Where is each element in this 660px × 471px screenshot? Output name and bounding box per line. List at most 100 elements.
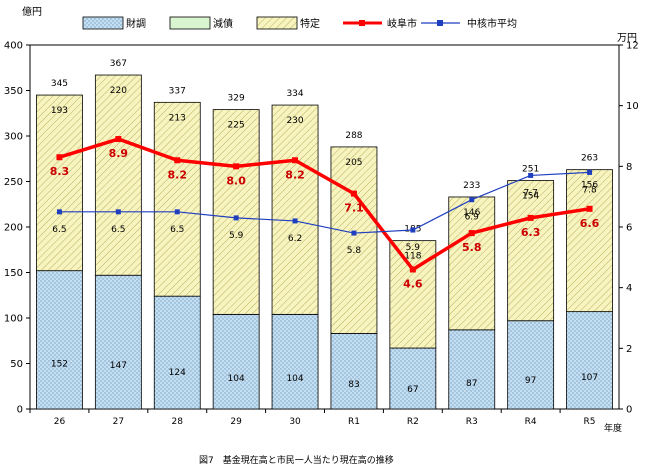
bar-zaicho [153, 295, 201, 410]
bar-tokutei [507, 180, 555, 322]
legend-label-tokutei: 特定 [300, 17, 320, 30]
point-label-gifu: 8.3 [50, 165, 70, 178]
bar-zaicho [94, 274, 142, 410]
legend-label-zaicho: 財調 [126, 17, 146, 30]
left-axis: 0 50 100 150 200 250 300 350 400 [4, 41, 30, 416]
x-tick-label: R5 [584, 417, 596, 427]
point-label-chukaku: 5.9 [406, 243, 421, 253]
bar-total-label: 334 [286, 89, 303, 99]
bar-zaicho-label: 152 [51, 359, 68, 369]
bar-zaicho [448, 329, 496, 410]
bar-tokutei [271, 104, 319, 315]
point-gifu [586, 205, 593, 212]
x-tick-label: R4 [525, 417, 537, 427]
bar-tokutei [212, 109, 260, 315]
bar-zaicho [330, 333, 378, 410]
point-label-chukaku: 7.8 [582, 185, 597, 195]
left-tick-label: 400 [4, 41, 23, 52]
bar-tokutei-label: 213 [169, 113, 186, 123]
bar-tokutei-label: 220 [110, 86, 127, 96]
bar-tokutei [448, 196, 496, 331]
right-tick-label: 4 [626, 283, 632, 294]
x-tick-label: 29 [230, 417, 242, 427]
bar-tokutei [36, 94, 83, 272]
x-axis: 26 27 28 29 30 R1 R2 R3 R4 R5 [29, 409, 596, 427]
point-chukaku [587, 169, 593, 175]
line-chukaku [59, 171, 590, 234]
point-gifu [468, 230, 475, 237]
bar-tokutei-label: 205 [345, 158, 362, 168]
legend-swatch-tokutei [256, 16, 298, 30]
bar-zaicho-label: 83 [348, 380, 359, 390]
x-tick-label: R1 [348, 417, 360, 427]
point-gifu [292, 157, 299, 164]
point-gifu [56, 154, 63, 161]
bar-zaicho [212, 313, 260, 410]
right-tick-label: 8 [626, 162, 632, 173]
bar-total-label: 345 [51, 79, 68, 89]
legend-marker-gifu [359, 20, 365, 26]
left-tick-label: 0 [17, 405, 23, 416]
legend-label-gensai: 減債 [213, 17, 233, 30]
point-chukaku [469, 197, 475, 203]
point-chukaku [410, 227, 416, 233]
bar-zaicho-label: 107 [581, 373, 598, 383]
point-chukaku [115, 209, 121, 215]
bar-zaicho-label: 97 [525, 376, 536, 386]
point-chukaku [233, 215, 239, 221]
point-gifu [350, 190, 357, 197]
bar-zaicho-label: 147 [110, 361, 127, 371]
right-tick-label: 12 [626, 41, 639, 52]
bar-zaicho-label: 104 [228, 374, 245, 384]
x-axis-unit: 年度 [604, 422, 622, 434]
left-tick-label: 250 [4, 177, 23, 188]
bar-total-label: 337 [169, 86, 186, 96]
point-label-chukaku: 5.9 [229, 231, 244, 241]
bar-zaicho [389, 347, 437, 410]
point-label-gifu: 8.9 [109, 147, 129, 160]
x-tick-label: 30 [289, 417, 301, 427]
bar-tokutei-label: 156 [581, 181, 598, 191]
legend-swatch-zaicho [82, 16, 124, 30]
point-gifu [233, 163, 240, 170]
point-chukaku [351, 230, 357, 236]
left-axis-unit: 億円 [22, 5, 42, 18]
legend-swatch-gensai [169, 16, 211, 30]
chart-caption: 図7 基金現在高と市民一人当たり現在高の推移 [199, 454, 394, 466]
bar-total-label: 329 [228, 94, 245, 104]
bar-zaicho-label: 67 [407, 385, 418, 395]
point-label-gifu: 8.0 [226, 174, 246, 187]
point-label-gifu: 5.8 [462, 241, 482, 254]
x-tick-label: 28 [172, 417, 184, 427]
point-label-chukaku: 6.5 [170, 225, 184, 235]
point-label-gifu: 8.2 [168, 168, 188, 181]
bar-total-label: 288 [345, 131, 362, 141]
bar-zaicho [566, 311, 613, 410]
bar-tokutei [566, 169, 613, 313]
legend-item-gensai: 減債 [169, 16, 233, 30]
right-tick-label: 10 [626, 101, 639, 112]
point-label-gifu: 6.6 [580, 217, 600, 230]
bar-total-label: 263 [581, 154, 598, 164]
bar-tokutei-label: 154 [522, 192, 539, 202]
bar-zaicho-label: 87 [466, 379, 477, 389]
point-gifu [115, 136, 122, 143]
bar-tokutei [330, 146, 378, 334]
point-label-chukaku: 6.5 [52, 225, 66, 235]
bar-tokutei [94, 74, 142, 276]
bar-tokutei-label: 225 [228, 121, 245, 131]
line-series: 8.3 8.9 8.2 8.0 8.2 7.1 4.6 5.8 6.3 6.6 6.5 6.5 6.5 5… [50, 136, 600, 290]
legend-marker-chukaku [437, 20, 443, 26]
bar-tokutei-label: 230 [286, 116, 303, 126]
point-gifu [174, 157, 181, 164]
stacked-bars: 1520193345147220367124213337104225329104… [36, 59, 613, 410]
right-axis: 0 2 4 6 8 10 12 [619, 41, 639, 416]
point-chukaku [56, 209, 62, 215]
bar-zaicho-label: 104 [286, 374, 303, 384]
x-tick-label: 27 [113, 417, 124, 427]
right-tick-label: 0 [626, 405, 632, 416]
bar-zaicho [36, 270, 83, 410]
point-label-chukaku: 7.7 [523, 188, 537, 198]
legend: 財調 減債 特定 岐阜市 中核市平均 [82, 16, 517, 30]
